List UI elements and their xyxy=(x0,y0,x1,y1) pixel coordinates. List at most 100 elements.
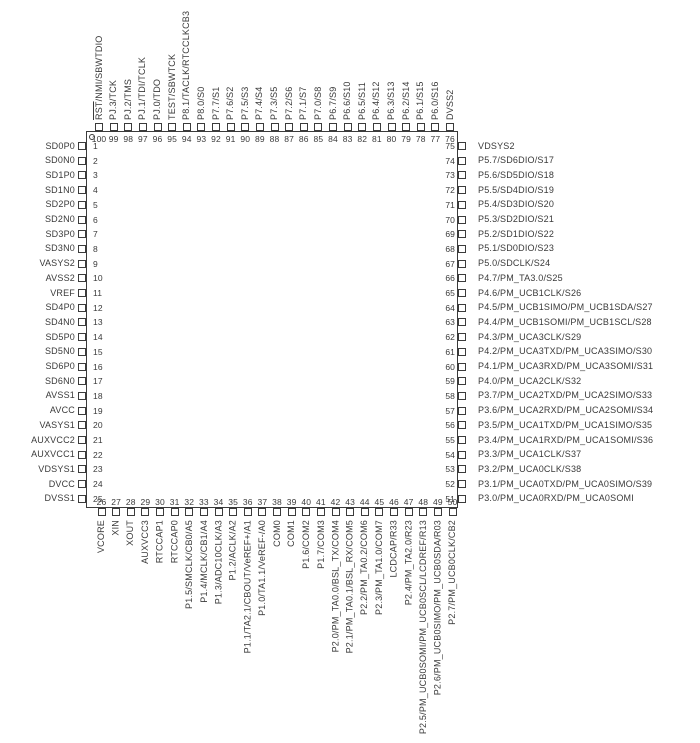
pin-47-square xyxy=(404,508,413,516)
pin-87-square xyxy=(285,123,294,131)
pin-85-number: 85 xyxy=(313,133,324,144)
pin-15-number: 15 xyxy=(93,346,103,357)
pin-43-label: P2.1/PM_TA0.1/BSL_RX/COM5 xyxy=(344,520,355,654)
pin-57-label: P3.6/PM_UCA2RXD/PM_UCA2SOMI/S34 xyxy=(478,405,654,416)
pin-20-number: 20 xyxy=(93,420,103,431)
pin-4-square xyxy=(78,186,86,195)
pin-30-square xyxy=(156,508,164,516)
pin-93-label: P8.0/S0 xyxy=(195,86,206,120)
pin-23-square xyxy=(78,465,86,474)
pin-31-number: 31 xyxy=(169,497,180,507)
pin-4-label: SD1N0 xyxy=(44,184,75,195)
pin-97-label: PJ.1/TDI/TCLK xyxy=(137,56,148,120)
pin-38-label: COM0 xyxy=(271,520,282,547)
pin-87-number: 87 xyxy=(284,133,294,144)
pin-33-label: P1.4/MCLK/CB1/A4 xyxy=(198,520,209,603)
pin-6-label: SD2N0 xyxy=(44,214,75,224)
pin-45-number: 45 xyxy=(374,497,385,507)
pin-18-number: 18 xyxy=(93,390,103,401)
pin-55-label: P3.4/PM_UCA1RXD/PM_UCA1SOMI/S36 xyxy=(478,434,654,445)
pin-37-number: 37 xyxy=(257,497,268,507)
pin-83-label: P6.6/S10 xyxy=(342,81,353,120)
pin-44-number: 44 xyxy=(359,497,370,507)
pin-91-label: P7.6/S2 xyxy=(225,86,236,120)
pin-48-label: P2.5/PM_UCB0SOMI/PM_UCB0SCL/LCDREF/R13 xyxy=(417,520,428,735)
pin-27-number: 27 xyxy=(111,497,121,507)
pin-79-number: 79 xyxy=(401,133,411,144)
pin-12-square xyxy=(78,303,86,312)
pin-85-square xyxy=(314,123,323,131)
pin-55-square xyxy=(458,436,466,444)
pin-85-label: P7.0/S8 xyxy=(312,86,323,120)
pin-32-square xyxy=(185,508,194,516)
pin-75-label: VDSYS2 xyxy=(478,140,515,151)
pin-52-number: 52 xyxy=(445,479,455,490)
pin-90-number: 90 xyxy=(240,133,251,144)
pin-31-label: RTCCAP0 xyxy=(169,520,180,564)
pin-3-square xyxy=(78,171,86,180)
pin-38-square xyxy=(273,508,281,516)
pin-16-number: 16 xyxy=(93,361,103,372)
pin-91-number: 91 xyxy=(225,133,236,144)
pin-35-square xyxy=(229,508,238,516)
pin-76-square xyxy=(446,123,454,131)
pin-45-square xyxy=(375,508,384,516)
pin-17-number: 17 xyxy=(93,376,103,387)
pin-2-label: SD0N0 xyxy=(44,155,75,166)
pin-45-label: P2.3/PM_TA1.0/COM7 xyxy=(373,520,384,615)
pin-60-number: 60 xyxy=(445,361,455,372)
pin-30-number: 30 xyxy=(155,497,165,507)
pin-42-square xyxy=(331,508,340,516)
pin-33-square xyxy=(199,508,208,516)
pin-67-label: P5.0/SDCLK/S24 xyxy=(478,258,551,269)
pin-24-square xyxy=(78,480,86,489)
pin-60-square xyxy=(458,362,466,371)
pin-27-square xyxy=(112,508,121,516)
overline-text: RST xyxy=(93,101,104,120)
pin-29-number: 29 xyxy=(140,497,151,507)
pin-95-label: TEST/SBWTCK xyxy=(166,53,177,120)
pin-84-square xyxy=(329,123,337,131)
pin-75-number: 75 xyxy=(445,141,455,151)
pin-82-number: 82 xyxy=(357,133,368,144)
pin-58-number: 58 xyxy=(445,390,455,401)
pin-49-square xyxy=(433,508,442,516)
pin-59-label: P4.0/PM_UCA2CLK/S32 xyxy=(478,375,582,386)
pin-86-number: 86 xyxy=(298,133,309,144)
pin-74-number: 74 xyxy=(445,155,455,166)
pin-94-number: 94 xyxy=(181,133,192,144)
pin-100-number: 100 xyxy=(91,133,107,144)
pin-78-number: 78 xyxy=(415,133,426,144)
pin-81-square xyxy=(372,123,381,131)
pin-56-label: P3.5/PM_UCA1TXD/PM_UCA1SIMO/S35 xyxy=(478,419,653,430)
pin-94-square xyxy=(182,123,191,131)
pin-22-square xyxy=(78,450,86,459)
pin-99-square xyxy=(109,123,118,131)
pin-48-number: 48 xyxy=(418,497,429,507)
pin-98-number: 98 xyxy=(123,133,134,144)
pin-90-label: P7.5/S3 xyxy=(239,86,250,120)
pin-47-label: P2.4/PM_TA2.0/R23 xyxy=(403,520,414,606)
pin-88-square xyxy=(270,123,279,131)
pin-94-label: P8.1/TACLK/RTCCLKCB3 xyxy=(181,10,192,120)
pin-24-number: 24 xyxy=(93,479,103,490)
pin-28-square xyxy=(126,508,135,516)
pin-47-number: 47 xyxy=(403,497,414,507)
pin-79-square xyxy=(402,123,411,131)
pin-46-number: 46 xyxy=(389,497,399,507)
pin-87-label: P7.2/S6 xyxy=(283,86,294,120)
pin-60-label: P4.1/PM_UCA3RXD/PM_UCA3SOMI/S31 xyxy=(478,361,654,371)
pin-29-square xyxy=(141,508,150,516)
pin-19-number: 19 xyxy=(93,405,103,416)
pin-19-label: AVCC xyxy=(49,405,75,416)
pin-65-square xyxy=(458,289,466,297)
pin-77-label: P6.0/S16 xyxy=(429,81,440,120)
pin-11-label: VREF xyxy=(50,287,75,298)
pin-57-number: 57 xyxy=(445,405,455,416)
pin-59-number: 59 xyxy=(445,376,455,387)
pin-53-label: P3.2/PM_UCA0CLK/S38 xyxy=(478,463,582,474)
pin-26-number: 26 xyxy=(96,497,107,507)
pin-92-number: 92 xyxy=(211,133,221,144)
pin-48-square xyxy=(419,508,428,516)
pin-72-number: 72 xyxy=(445,185,455,196)
